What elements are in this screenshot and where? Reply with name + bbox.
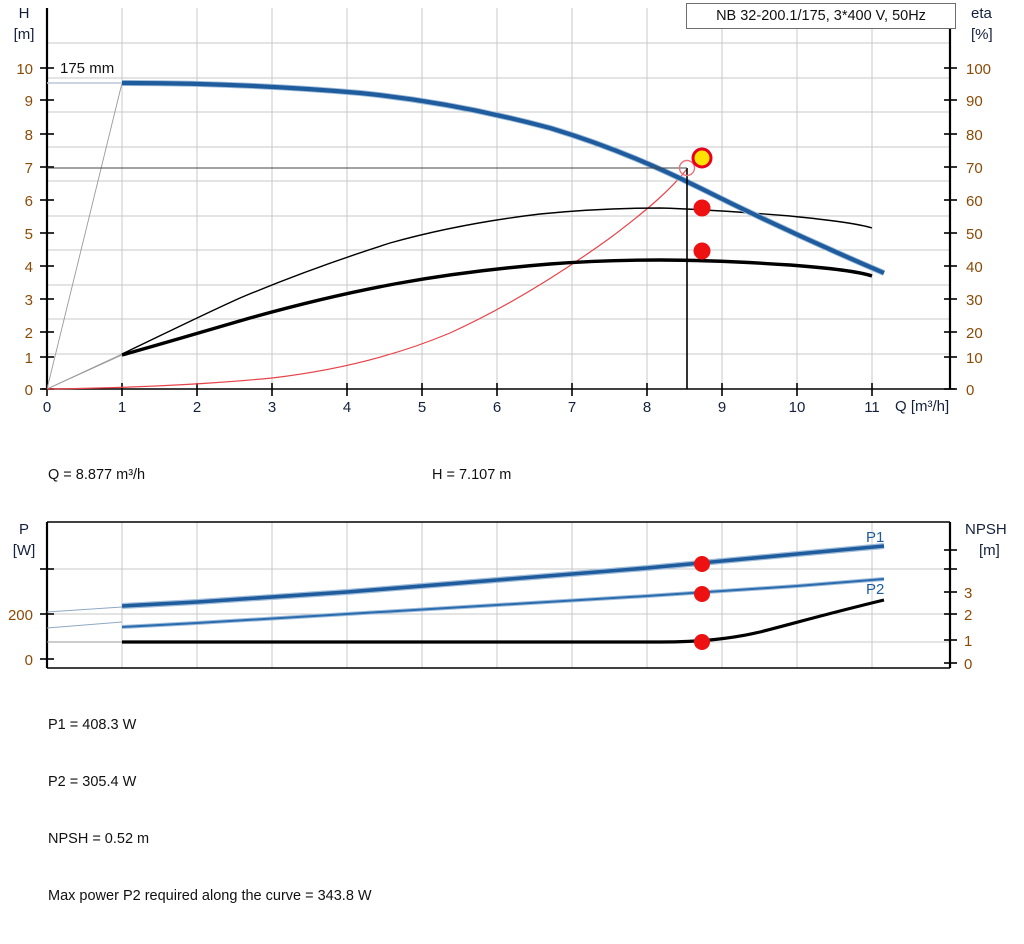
- svg-text:10: 10: [789, 399, 806, 416]
- p2-series-label: P2: [866, 581, 884, 598]
- duty-marker-p1: [694, 556, 710, 572]
- duty-point-marker[interactable]: [691, 147, 713, 169]
- operating-data-head: H = 7.107 m: [432, 467, 512, 483]
- p1-curve: [121, 544, 885, 608]
- svg-text:0: 0: [966, 382, 974, 399]
- svg-text:9: 9: [718, 399, 726, 416]
- svg-text:10: 10: [966, 350, 983, 367]
- svg-text:70: 70: [966, 160, 983, 177]
- main-y-right-tick-labels: 100 90 80 70 60 50 40 30 20 10 0: [966, 61, 991, 399]
- svg-text:3: 3: [268, 399, 276, 416]
- duty-marker-upper-black: [693, 199, 711, 217]
- main-y-right-axis-label-unit: [%]: [971, 26, 993, 43]
- svg-text:0: 0: [25, 382, 33, 399]
- svg-text:1: 1: [118, 399, 126, 416]
- power-data-block: P1 = 408.3 W P2 = 305.4 W NPSH = 0.52 m …: [48, 678, 372, 944]
- svg-text:0: 0: [25, 652, 33, 669]
- svg-text:0: 0: [964, 656, 972, 673]
- bottom-y-left-axis-label-name: P: [19, 521, 29, 538]
- svg-text:40: 40: [966, 259, 983, 276]
- bottom-y-right-axis-label-name: NPSH: [965, 521, 1007, 538]
- head-efficiency-chart: H [m] eta [%] Q [m³/h] 10 9 8 7 6 5 4 3 …: [14, 5, 993, 416]
- bottom-y-right-tick-labels: 3 2 1 0: [964, 585, 972, 673]
- svg-text:50: 50: [966, 226, 983, 243]
- eta-curve: [46, 168, 688, 390]
- svg-text:30: 30: [966, 292, 983, 309]
- construction-lines: [46, 82, 123, 390]
- power-data-p2: P2 = 305.4 W: [48, 774, 137, 790]
- svg-text:8: 8: [643, 399, 651, 416]
- svg-text:0: 0: [43, 399, 51, 416]
- svg-text:1: 1: [25, 350, 33, 367]
- svg-text:10: 10: [16, 61, 33, 78]
- power-data-npsh: NPSH = 0.52 m: [48, 831, 150, 847]
- p2-curve: [121, 578, 885, 628]
- svg-text:20: 20: [966, 325, 983, 342]
- eta-intersection-marker: [678, 159, 696, 177]
- svg-text:90: 90: [966, 93, 983, 110]
- main-black-curve-lower: [121, 258, 873, 357]
- main-x-tick-labels: 0 1 2 3 4 5 6 7 8 9 10 11: [43, 399, 880, 416]
- main-y-right-ticks: [944, 67, 957, 390]
- duty-marker-npsh: [694, 634, 710, 650]
- svg-text:4: 4: [343, 399, 351, 416]
- svg-text:6: 6: [25, 193, 33, 210]
- bottom-y-left-ticks: [40, 568, 54, 660]
- impeller-size-label: 175 mm: [60, 60, 114, 77]
- power-data-p1: P1 = 408.3 W: [48, 717, 137, 733]
- svg-text:6: 6: [493, 399, 501, 416]
- bottom-y-left-axis-label-unit: [W]: [13, 542, 36, 559]
- main-x-axis-label: Q [m³/h]: [895, 398, 949, 415]
- model-title-label: NB 32-200.1/175, 3*400 V, 50Hz: [716, 8, 926, 24]
- operating-data-flow: Q = 8.877 m³/h: [48, 467, 146, 483]
- bottom-grid-vertical: [121, 522, 873, 668]
- bottom-y-right-ticks: [944, 549, 957, 664]
- svg-text:3: 3: [964, 585, 972, 602]
- p1-series-label: P1: [866, 529, 884, 546]
- svg-text:60: 60: [966, 193, 983, 210]
- bottom-plot-background: [47, 522, 950, 668]
- pump-curve-page: H [m] eta [%] Q [m³/h] 10 9 8 7 6 5 4 3 …: [8, 3, 1007, 904]
- svg-text:7: 7: [568, 399, 576, 416]
- main-black-curve-upper: [121, 207, 873, 355]
- svg-text:1: 1: [964, 633, 972, 650]
- svg-text:80: 80: [966, 127, 983, 144]
- svg-text:2: 2: [964, 607, 972, 624]
- svg-text:4: 4: [25, 259, 33, 276]
- main-y-left-axis-label-unit: [m]: [14, 26, 35, 43]
- svg-text:2: 2: [193, 399, 201, 416]
- svg-text:8: 8: [25, 127, 33, 144]
- svg-text:5: 5: [418, 399, 426, 416]
- svg-text:11: 11: [864, 399, 880, 416]
- duty-marker-lower-black: [693, 242, 711, 260]
- bottom-y-left-tick-labels: 200 0: [8, 607, 33, 669]
- svg-text:5: 5: [25, 226, 33, 243]
- bottom-y-right-axis-label-unit: [m]: [979, 542, 1000, 559]
- svg-text:100: 100: [966, 61, 991, 78]
- svg-text:200: 200: [8, 607, 33, 624]
- main-y-left-ticks: [40, 67, 54, 390]
- power-npsh-chart: P [W] NPSH [m] 200 0 3 2 1 0: [8, 521, 1007, 673]
- model-title-box: NB 32-200.1/175, 3*400 V, 50Hz: [686, 3, 956, 29]
- svg-text:3: 3: [25, 292, 33, 309]
- head-curve: [121, 80, 885, 275]
- bottom-construction-lines: [46, 606, 123, 629]
- main-y-left-axis-label-name: H: [19, 5, 30, 22]
- main-plot-background: [47, 8, 950, 391]
- main-grid-vertical: [121, 8, 873, 389]
- main-x-ticks: [46, 383, 873, 396]
- main-y-right-axis-label-name: eta: [971, 5, 993, 22]
- npsh-curve: [122, 598, 885, 644]
- svg-text:2: 2: [25, 325, 33, 342]
- duty-marker-p2: [694, 586, 710, 602]
- power-data-max-p2: Max power P2 required along the curve = …: [48, 888, 372, 904]
- svg-text:9: 9: [25, 93, 33, 110]
- svg-text:7: 7: [25, 160, 33, 177]
- main-y-left-tick-labels: 10 9 8 7 6 5 4 3 2 1 0: [16, 61, 33, 399]
